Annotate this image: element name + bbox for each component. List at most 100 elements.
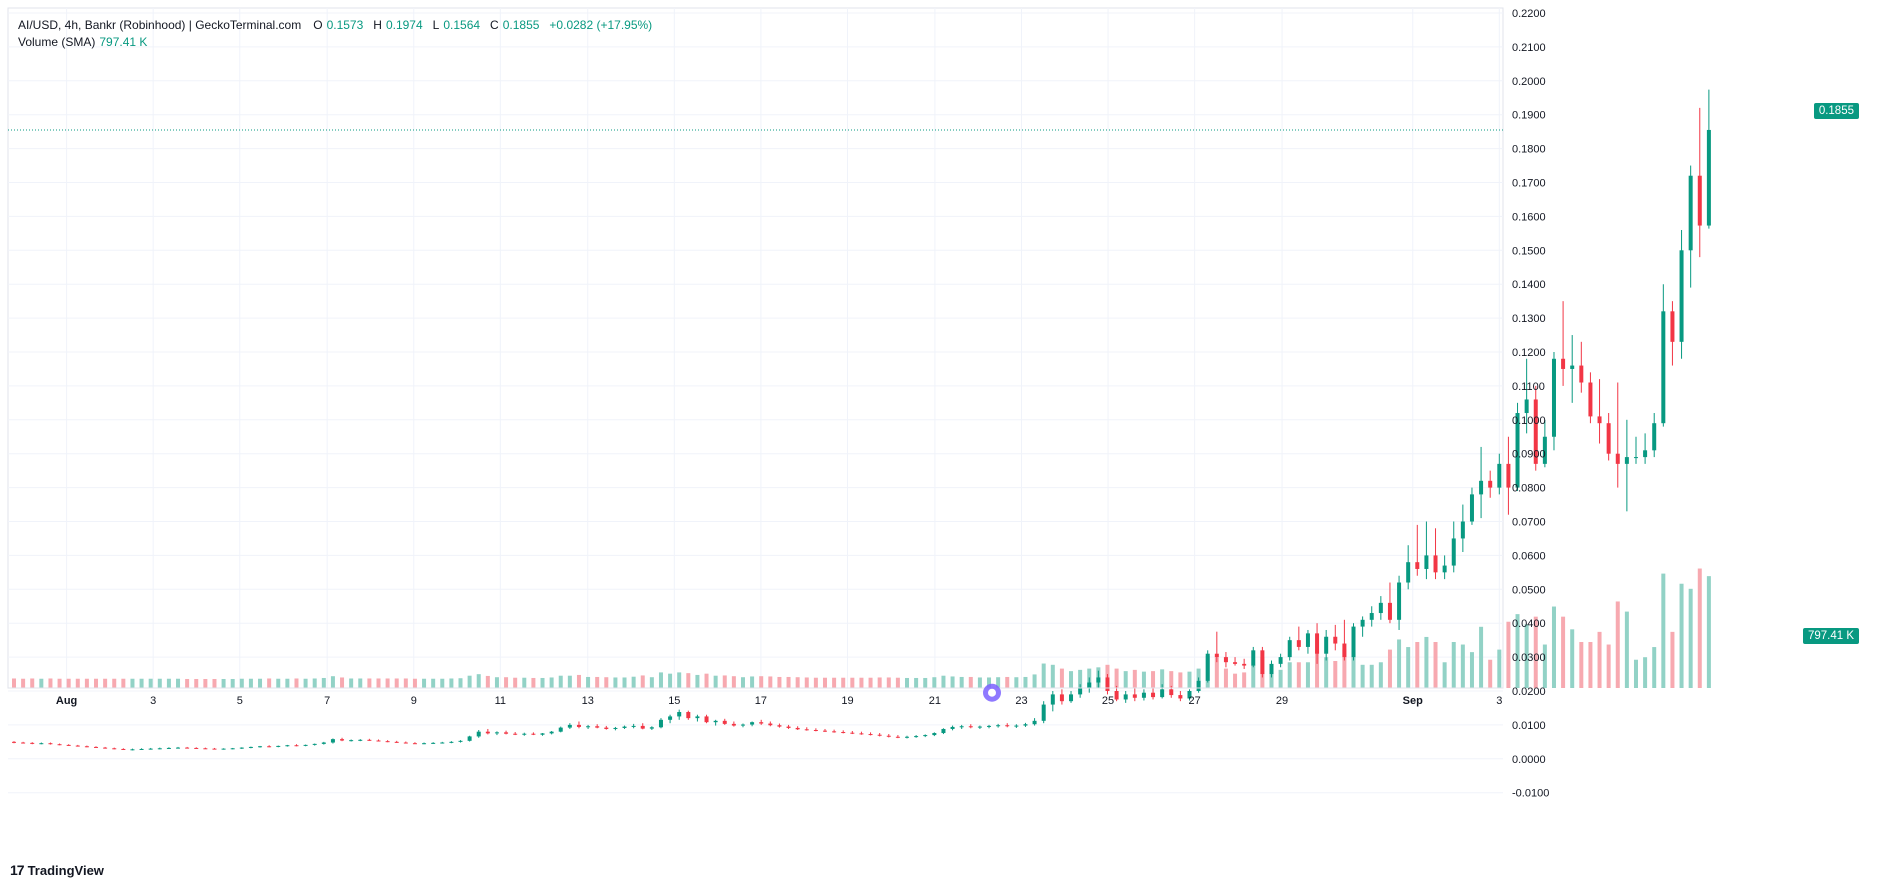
y-tick-label: 0.0800: [1512, 483, 1546, 495]
candle-body: [1451, 538, 1456, 566]
volume-bar: [75, 678, 80, 688]
candle-body: [1069, 694, 1074, 702]
candle-body: [877, 734, 882, 736]
y-tick-label: 0.1300: [1512, 313, 1546, 325]
candle-body: [549, 731, 554, 734]
volume-bar: [996, 677, 1001, 688]
volume-bar: [604, 677, 609, 688]
volume-label[interactable]: Volume (SMA): [18, 35, 96, 49]
volume-bar: [777, 676, 782, 688]
volume-bar: [822, 677, 827, 688]
candle-body: [440, 742, 445, 744]
volume-bar: [1488, 659, 1493, 688]
x-tick-label: 21: [929, 695, 941, 707]
candle-body: [230, 748, 235, 750]
y-tick-label: 0.1100: [1512, 381, 1545, 393]
volume-bar: [768, 676, 773, 688]
volume-bar: [914, 677, 919, 688]
x-tick-label: 3: [150, 695, 156, 707]
candle-body: [531, 733, 536, 735]
candle-body: [1369, 613, 1374, 620]
volume-bar: [841, 677, 846, 688]
candle-body: [394, 741, 399, 743]
candle-body: [148, 748, 153, 750]
volume-bar: [422, 678, 427, 688]
candle-body: [968, 726, 973, 728]
candle-body: [1169, 689, 1174, 696]
candle-body: [1661, 311, 1666, 424]
candle-body: [668, 716, 673, 720]
volume-bar: [440, 678, 445, 688]
candle-body: [1643, 450, 1648, 458]
event-marker-icon[interactable]: [983, 683, 1001, 702]
candle-body: [1096, 677, 1101, 683]
volume-bar: [677, 672, 682, 688]
low-label: L: [432, 18, 440, 32]
volume-bar: [39, 678, 44, 688]
volume-bar: [12, 678, 16, 688]
x-tick-label: 9: [411, 695, 417, 707]
candle-body: [367, 739, 372, 741]
volume-bar: [367, 678, 372, 688]
volume-bar: [859, 677, 864, 688]
volume-bar: [968, 676, 973, 688]
x-tick-label: 11: [495, 695, 506, 707]
candle-body: [640, 725, 645, 729]
candle-body: [1415, 562, 1420, 569]
candle-body: [1570, 365, 1575, 369]
volume-bar: [1615, 601, 1620, 688]
candle-body: [1278, 657, 1283, 664]
candle-body: [658, 719, 663, 728]
volume-bar: [1652, 647, 1657, 688]
volume-bar: [84, 678, 89, 688]
candle-body: [485, 731, 490, 734]
candle-body: [267, 746, 272, 748]
volume-bar: [905, 677, 910, 688]
volume-bar: [504, 677, 509, 688]
candle-body: [905, 736, 910, 738]
candle-body: [321, 742, 326, 744]
volume-bar: [1387, 649, 1392, 688]
volume-bar: [1515, 614, 1520, 688]
volume-bar: [1041, 663, 1046, 688]
price-axis[interactable]: 0.2200 0.2100 0.2000 0.1900 0.1800 0.1700 0.16…: [1512, 8, 1549, 800]
symbol-title[interactable]: AI/USD, 4h, Bankr (Robinhood) | GeckoTer…: [18, 18, 302, 32]
candle-body: [94, 746, 99, 748]
time-axis[interactable]: Aug 3 5 7 9 11 13 15 17 19 21 23 25 27 29 Sep 3: [8, 687, 1503, 707]
volume-bar: [941, 675, 946, 688]
candle-body: [686, 712, 691, 719]
candle-body: [1351, 626, 1356, 658]
candle-body: [1524, 399, 1529, 414]
volume-value: 797.41 K: [99, 35, 148, 49]
candle-body: [522, 733, 527, 735]
y-tick-label: 0.0500: [1512, 584, 1546, 596]
volume-bar: [1479, 626, 1484, 688]
volume-bar: [932, 677, 937, 688]
candle-body: [704, 716, 709, 723]
candle-body: [112, 748, 117, 750]
volume-bar: [1624, 611, 1629, 688]
volume-bar: [987, 677, 992, 688]
close-label: C: [490, 18, 499, 32]
candle-body: [1160, 689, 1165, 698]
volume-bar: [631, 676, 636, 688]
volume-bar: [494, 677, 499, 688]
x-tick-label: 19: [841, 695, 853, 707]
volume-bar: [722, 675, 727, 688]
candle-body: [48, 743, 53, 745]
volume-bar: [194, 678, 199, 688]
candle-body: [1697, 175, 1702, 226]
volume-bar: [1697, 568, 1702, 688]
candle-body: [1123, 694, 1128, 700]
candle-body: [859, 733, 864, 735]
candle-body: [1178, 695, 1183, 699]
volume-bar: [467, 675, 472, 688]
candle-body: [750, 722, 755, 725]
candle-body: [923, 735, 928, 737]
tradingview-logo[interactable]: 17 TradingView: [10, 862, 104, 878]
candle-body: [540, 733, 545, 735]
volume-bar: [1351, 652, 1356, 688]
volume-bar: [959, 676, 964, 688]
volume-bar: [622, 677, 627, 688]
